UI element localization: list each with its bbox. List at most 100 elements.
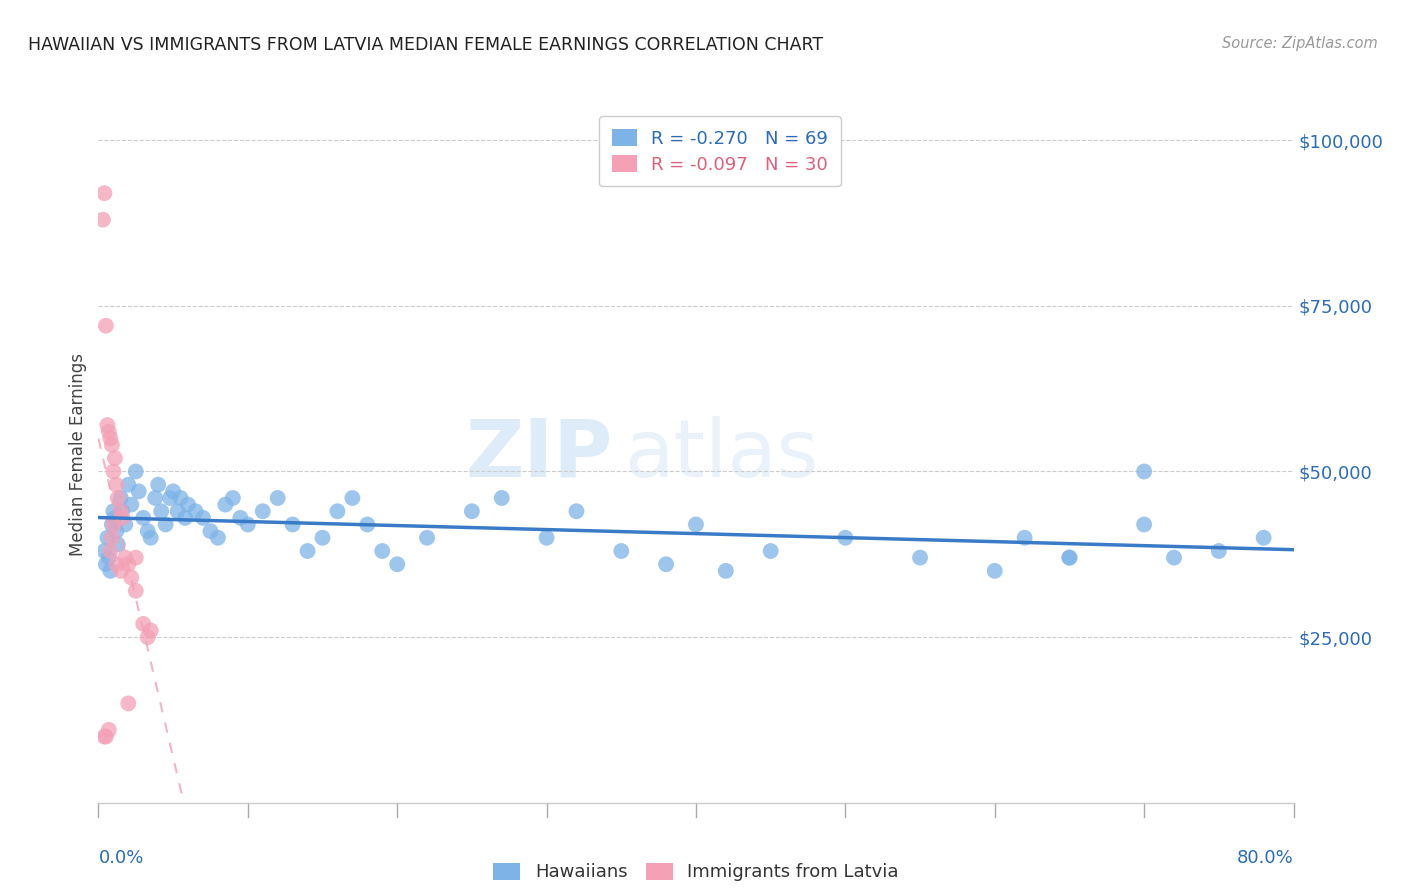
Point	[105, 558, 128, 572]
Point	[1059, 550, 1081, 565]
Point	[356, 517, 378, 532]
Point	[117, 697, 139, 711]
Point	[101, 438, 124, 452]
Point	[107, 537, 129, 551]
Point	[177, 498, 200, 512]
Point	[132, 616, 155, 631]
Point	[252, 504, 274, 518]
Point	[93, 186, 115, 201]
Point	[148, 477, 170, 491]
Point	[342, 491, 364, 505]
Point	[155, 517, 177, 532]
Point	[759, 544, 782, 558]
Point	[184, 504, 207, 518]
Point	[101, 531, 124, 545]
Point	[1059, 550, 1081, 565]
Point	[120, 570, 142, 584]
Point	[491, 491, 513, 505]
Point	[908, 550, 931, 565]
Point	[685, 517, 707, 532]
Point	[128, 484, 150, 499]
Point	[166, 504, 188, 518]
Point	[93, 730, 115, 744]
Point	[143, 491, 166, 505]
Point	[222, 491, 245, 505]
Point	[162, 484, 184, 499]
Point	[104, 451, 127, 466]
Point	[150, 504, 173, 518]
Point	[1133, 465, 1156, 479]
Point	[1208, 544, 1230, 558]
Point	[714, 564, 737, 578]
Point	[98, 431, 122, 445]
Point	[267, 491, 290, 505]
Text: 0.0%: 0.0%	[98, 849, 143, 867]
Point	[297, 544, 319, 558]
Point	[136, 524, 159, 538]
Point	[536, 531, 558, 545]
Point	[111, 504, 134, 518]
Point	[229, 511, 252, 525]
Legend: Hawaiians, Immigrants from Latvia: Hawaiians, Immigrants from Latvia	[484, 854, 908, 890]
Point	[91, 212, 114, 227]
Point	[97, 723, 120, 737]
Point	[385, 558, 409, 572]
Point	[110, 504, 132, 518]
Point	[117, 558, 139, 572]
Point	[96, 418, 118, 433]
Point	[169, 491, 191, 505]
Point	[105, 477, 128, 491]
Point	[1014, 531, 1036, 545]
Text: atlas: atlas	[624, 416, 818, 494]
Point	[96, 531, 118, 545]
Text: ZIP: ZIP	[465, 416, 613, 494]
Point	[125, 465, 148, 479]
Point	[98, 564, 122, 578]
Text: HAWAIIAN VS IMMIGRANTS FROM LATVIA MEDIAN FEMALE EARNINGS CORRELATION CHART: HAWAIIAN VS IMMIGRANTS FROM LATVIA MEDIA…	[28, 36, 824, 54]
Point	[191, 511, 214, 525]
Point	[236, 517, 259, 532]
Point	[371, 544, 394, 558]
Point	[834, 531, 856, 545]
Point	[110, 491, 132, 505]
Text: Source: ZipAtlas.com: Source: ZipAtlas.com	[1222, 36, 1378, 51]
Point	[111, 511, 134, 525]
Point	[117, 477, 139, 491]
Point	[610, 544, 633, 558]
Point	[105, 524, 128, 538]
Point	[94, 730, 117, 744]
Point	[984, 564, 1007, 578]
Point	[101, 517, 124, 532]
Point	[136, 630, 159, 644]
Point	[326, 504, 349, 518]
Point	[103, 504, 125, 518]
Point	[114, 517, 136, 532]
Point	[120, 498, 142, 512]
Point	[97, 425, 120, 439]
Point	[132, 511, 155, 525]
Point	[174, 511, 197, 525]
Point	[281, 517, 304, 532]
Point	[104, 511, 127, 525]
Point	[139, 531, 162, 545]
Point	[94, 558, 117, 572]
Point	[103, 517, 125, 532]
Point	[139, 624, 162, 638]
Point	[1253, 531, 1275, 545]
Point	[110, 564, 132, 578]
Point	[97, 550, 120, 565]
Text: 80.0%: 80.0%	[1237, 849, 1294, 867]
Point	[125, 583, 148, 598]
Point	[107, 491, 129, 505]
Point	[311, 531, 333, 545]
Point	[416, 531, 439, 545]
Point	[1133, 517, 1156, 532]
Point	[159, 491, 181, 505]
Point	[114, 550, 136, 565]
Point	[214, 498, 236, 512]
Point	[125, 550, 148, 565]
Point	[1163, 550, 1185, 565]
Point	[93, 544, 115, 558]
Point	[655, 558, 678, 572]
Point	[207, 531, 229, 545]
